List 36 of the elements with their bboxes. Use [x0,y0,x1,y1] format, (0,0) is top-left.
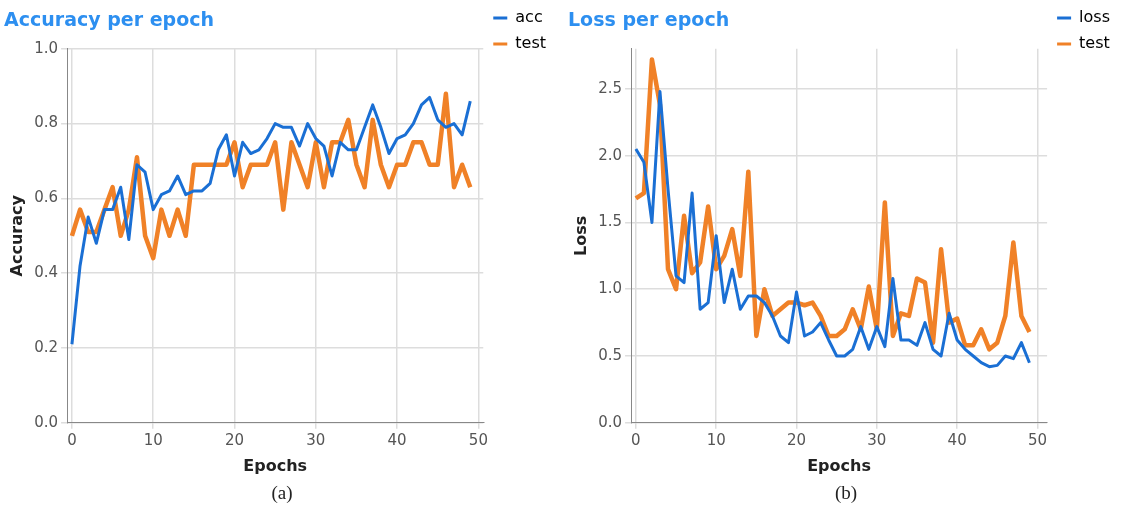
legend-label: test [1079,33,1110,53]
y-tick-label: 1.5 [598,212,623,231]
x-tick-label: 20 [224,430,245,449]
legend-label: test [515,33,547,53]
x-tick-label: 30 [306,430,326,449]
y-axis-title: Accuracy [6,194,26,277]
x-tick-label: 40 [947,430,967,449]
text: (a) [270,482,294,504]
x-tick-label: 30 [867,430,887,449]
y-tick-label: 0.6 [34,188,59,207]
legend-label: acc [515,7,543,27]
x-tick-label: 10 [706,430,726,449]
x-tick-label: 50 [1027,430,1047,449]
x-axis-title: Epochs [243,455,308,475]
y-tick-label: 2.0 [598,145,623,164]
y-tick-label: 1.0 [598,279,623,298]
x-tick-label: 40 [387,430,407,449]
y-tick-label: 0.5 [598,345,623,364]
y-tick-label: 0.4 [34,263,59,282]
x-tick-label: 0 [67,430,77,449]
x-tick-label: 0 [631,430,641,449]
x-tick-label: 10 [143,430,163,449]
y-tick-label: 1.0 [34,38,59,57]
y-tick-label: 0.0 [598,412,623,431]
legend-label: loss [1079,7,1110,27]
y-tick-label: 0.2 [34,337,59,356]
text: (b) [833,482,859,504]
y-axis-title: Loss [570,215,590,256]
x-axis-title: Epochs [807,455,871,475]
x-tick-label: 50 [468,430,488,449]
x-tick-label: 20 [786,430,807,449]
chart-title: Loss per epoch [568,8,730,31]
y-tick-label: 2.5 [598,78,623,97]
chart-title: Accuracy per epoch [4,8,215,31]
y-tick-label: 0.0 [34,412,59,431]
y-tick-label: 0.8 [34,113,59,132]
